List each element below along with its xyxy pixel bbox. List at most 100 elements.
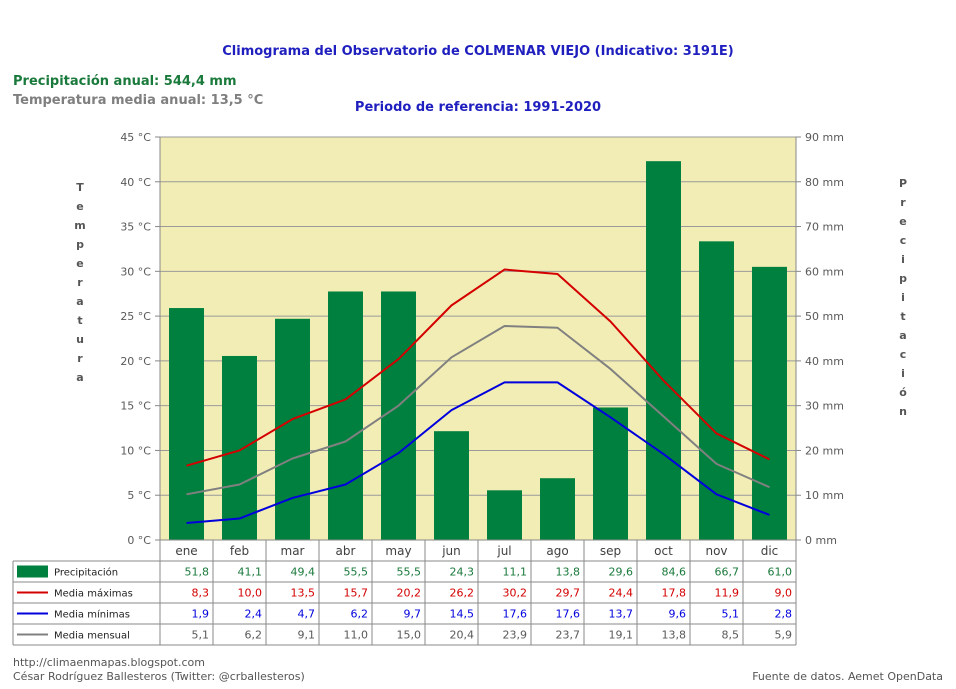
- bar-jun: [434, 431, 469, 540]
- table-value: 24,3: [450, 566, 475, 579]
- left-tick-label: 10 °C: [120, 444, 151, 457]
- table-value: 2,8: [775, 608, 793, 621]
- bar-nov: [699, 241, 734, 541]
- table-value: 20,4: [450, 629, 475, 642]
- month-label: feb: [230, 544, 249, 558]
- axis-title-letter: t: [77, 314, 83, 327]
- table-value: 66,7: [715, 566, 740, 579]
- axis-title-letter: a: [899, 329, 907, 342]
- bar-ago: [540, 478, 575, 540]
- axis-title-letter: e: [899, 215, 907, 228]
- axis-title-letter: c: [899, 348, 907, 361]
- axis-title-letter: n: [899, 405, 907, 418]
- month-label: may: [385, 544, 411, 558]
- legend-label: Media máximas: [54, 588, 133, 600]
- left-tick-label: 20 °C: [120, 355, 151, 368]
- table-value: 11,9: [715, 587, 740, 600]
- table-value: 11,1: [503, 566, 528, 579]
- right-tick-label: 30 mm: [805, 400, 844, 413]
- bar-abr: [328, 291, 363, 540]
- bar-ene: [169, 308, 204, 540]
- table-value: 6,2: [245, 629, 263, 642]
- axis-title-letter: r: [77, 276, 83, 289]
- month-label: sep: [600, 544, 621, 558]
- table-value: 9,7: [404, 608, 422, 621]
- legend-label: Precipitación: [54, 567, 118, 579]
- table-value: 17,6: [556, 608, 581, 621]
- bar-feb: [222, 355, 257, 540]
- table-value: 49,4: [291, 566, 316, 579]
- annual-temperature: Temperatura media anual: 13,5 °C: [13, 93, 264, 108]
- table-value: 5,9: [775, 629, 793, 642]
- table-value: 8,5: [722, 629, 740, 642]
- table-value: 23,9: [503, 629, 528, 642]
- right-tick-label: 10 mm: [805, 489, 844, 502]
- axis-title-letter: i: [901, 253, 905, 266]
- right-tick-label: 80 mm: [805, 176, 844, 189]
- table-value: 15,7: [344, 587, 369, 600]
- table-value: 24,4: [609, 587, 634, 600]
- table-value: 41,1: [238, 566, 263, 579]
- table-value: 14,5: [450, 608, 475, 621]
- legend-swatch-precipitacion: [17, 565, 48, 578]
- table-value: 29,7: [556, 587, 581, 600]
- table-value: 13,8: [662, 629, 687, 642]
- axis-title-letter: i: [901, 367, 905, 380]
- axis-title-letter: e: [76, 200, 84, 213]
- table-value: 13,5: [291, 587, 316, 600]
- axis-title-letter: t: [900, 310, 906, 323]
- month-label: jun: [441, 544, 461, 558]
- left-tick-label: 45 °C: [120, 131, 151, 144]
- left-tick-label: 40 °C: [120, 176, 151, 189]
- table-value: 10,0: [238, 587, 263, 600]
- left-tick-label: 30 °C: [120, 265, 151, 278]
- table-value: 17,6: [503, 608, 528, 621]
- right-tick-label: 60 mm: [805, 265, 844, 278]
- axis-title-letter: ó: [899, 386, 907, 399]
- month-label: dic: [761, 544, 779, 558]
- right-tick-label: 90 mm: [805, 131, 844, 144]
- table-value: 17,8: [662, 587, 687, 600]
- table-value: 6,2: [351, 608, 369, 621]
- table-value: 4,7: [298, 608, 316, 621]
- left-tick-label: 35 °C: [120, 221, 151, 234]
- axis-title-letter: a: [76, 371, 84, 384]
- line-media-mensual: [186, 324, 770, 496]
- axis-title-letter: T: [76, 181, 84, 194]
- table-value: 51,8: [185, 566, 210, 579]
- table-value: 23,7: [556, 629, 581, 642]
- table-value: 2,4: [245, 608, 263, 621]
- chart-title: Climograma del Observatorio de COLMENAR …: [222, 44, 734, 59]
- month-label: oct: [654, 544, 673, 558]
- table-value: 5,1: [192, 629, 210, 642]
- table-value: 55,5: [344, 566, 369, 579]
- footer-url[interactable]: http://climaenmapas.blogspot.com: [13, 656, 205, 669]
- plot-area: [160, 137, 796, 540]
- right-tick-label: 20 mm: [805, 444, 844, 457]
- axis-title-letter: p: [76, 238, 84, 251]
- axis-title-letter: e: [76, 257, 84, 270]
- axis-title-letter: r: [77, 352, 83, 365]
- right-tick-label: 40 mm: [805, 355, 844, 368]
- table-value: 15,0: [397, 629, 422, 642]
- left-tick-label: 5 °C: [127, 489, 151, 502]
- table-value: 30,2: [503, 587, 528, 600]
- line-media-m-nimas: [186, 381, 770, 524]
- legend-label: Media mensual: [54, 631, 130, 642]
- table-value: 20,2: [397, 587, 422, 600]
- table-value: 11,0: [344, 629, 369, 642]
- bar-sep: [593, 407, 628, 540]
- right-tick-label: 50 mm: [805, 310, 844, 323]
- month-label: jul: [496, 544, 511, 558]
- axis-title-letter: r: [900, 196, 906, 209]
- bar-may: [381, 291, 416, 540]
- axis-title-letter: i: [901, 291, 905, 304]
- annual-precipitation: Precipitación anual: 544,4 mm: [13, 74, 237, 89]
- table-value: 9,0: [775, 587, 793, 600]
- footer-source: Fuente de datos. Aemet OpenData: [752, 670, 943, 683]
- table-value: 19,1: [609, 629, 634, 642]
- table-value: 13,7: [609, 608, 634, 621]
